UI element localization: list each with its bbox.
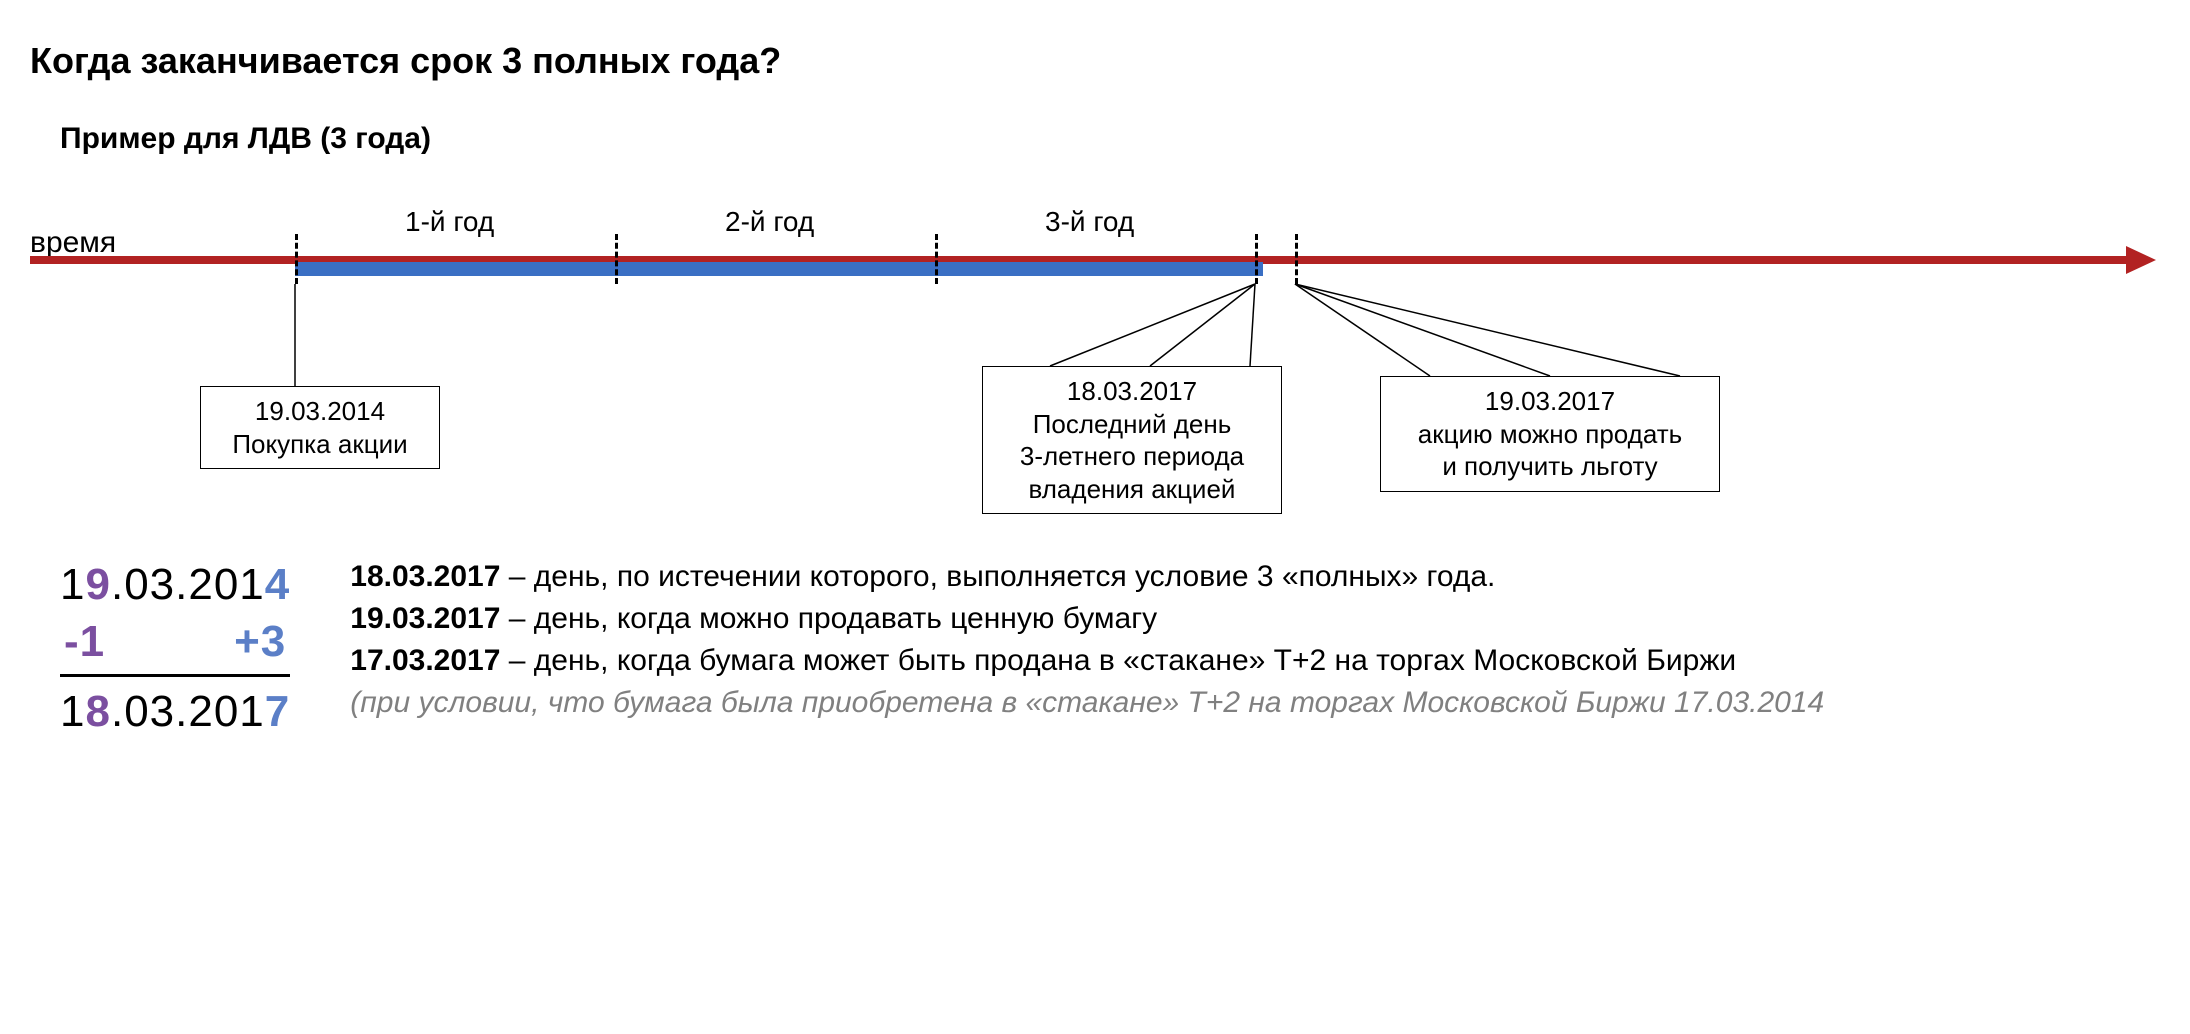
calc-text: 9 [85,560,110,609]
calc-text: +3 [234,613,286,670]
subtitle: Пример для ЛДВ (3 года) [60,122,2160,156]
timeline-tick [615,234,618,284]
page-title: Когда заканчивается срок 3 полных года? [30,40,2160,82]
year-label: 1-й год [405,206,494,238]
calc-text: 8 [85,687,110,736]
timeline-tick [295,234,298,284]
timeline-tick [1295,234,1298,284]
calc-text: 1 [60,687,85,736]
explain-text: – день, по истечении которого, выполняет… [500,560,1495,593]
calc-text: .03.201 [111,560,265,609]
year-label: 2-й год [725,206,814,238]
explain-text: – день, когда можно продавать ценную бум… [500,602,1157,635]
calc-divider [60,674,290,677]
timeline: время 1-й год2-й год3-й год19.03.2014Пок… [30,176,2160,536]
year-label: 3-й год [1045,206,1134,238]
explain-text: – день, когда бумага может быть продана … [500,644,1736,677]
timeline-tick [1255,234,1258,284]
calc-text: .03.201 [111,687,265,736]
explanation-text: 18.03.2017 – день, по истечении которого… [350,556,1824,741]
calc-text: -1 [64,613,105,670]
callout-box: 19.03.2017акцию можно продатьи получить … [1380,376,1720,492]
date-calculation: 19.03.2014 -1 +3 18.03.2017 [60,556,290,741]
callout-box: 19.03.2014Покупка акции [200,386,440,469]
date-bold: 17.03.2017 [350,644,500,677]
date-bold: 18.03.2017 [350,560,500,593]
timeline-tick [935,234,938,284]
callout-box: 18.03.2017Последний день3-летнего период… [982,366,1282,514]
explain-footnote: (при условии, что бумага была приобретен… [350,682,1824,724]
calc-text: 7 [265,687,290,736]
calc-text: 4 [265,560,290,609]
calc-text: 1 [60,560,85,609]
explanation-row: 19.03.2014 -1 +3 18.03.2017 18.03.2017 –… [30,556,2160,741]
date-bold: 19.03.2017 [350,602,500,635]
